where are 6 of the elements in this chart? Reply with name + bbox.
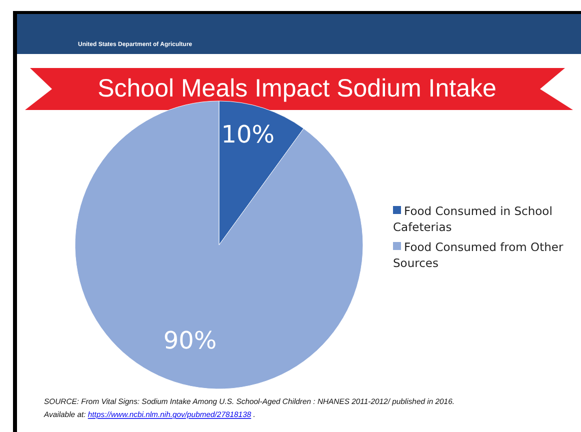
data-label: 10% [221, 120, 275, 149]
legend-label: Food Consumed in School Cafeterias [393, 204, 552, 234]
chart-title: School Meals Impact Sodium Intake [98, 74, 496, 103]
pie-slice [74, 100, 364, 390]
legend-label: Food Consumed from Other Sources [393, 240, 564, 270]
data-label: 90% [163, 326, 217, 355]
